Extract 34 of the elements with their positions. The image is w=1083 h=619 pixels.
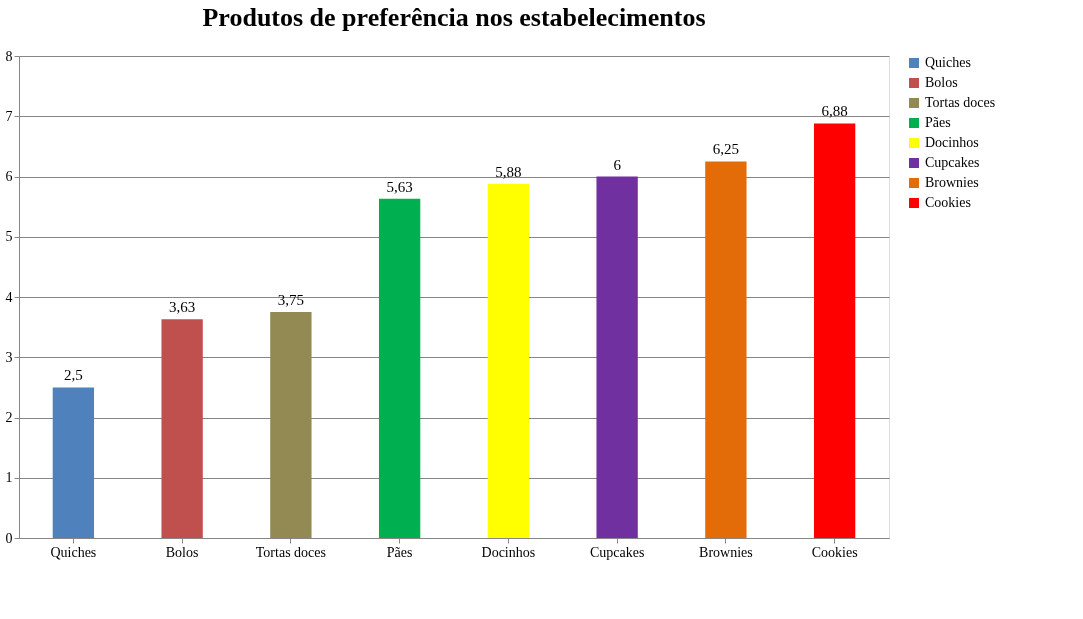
data-label: 2,5 xyxy=(64,367,83,384)
y-tick-label: 1 xyxy=(5,470,13,486)
y-tick-label: 4 xyxy=(5,289,13,305)
legend-label: Docinhos xyxy=(925,135,979,150)
x-tick-label: Docinhos xyxy=(481,544,536,560)
data-label: 5,63 xyxy=(386,178,413,195)
y-tick-label: 3 xyxy=(5,349,13,365)
data-label: 5,88 xyxy=(495,163,522,180)
legend-label: Brownies xyxy=(925,175,979,190)
chart-title: Produtos de preferência nos estabelecimentos xyxy=(202,3,706,32)
x-tick-label: Bolos xyxy=(165,544,199,560)
legend-label: Tortas doces xyxy=(925,95,996,110)
x-tick-label: Pães xyxy=(386,544,413,560)
y-tick-label: 2 xyxy=(5,410,13,425)
x-tick-label: Brownies xyxy=(699,544,753,560)
data-label: 3,75 xyxy=(277,292,304,309)
legend-label: Cupcakes xyxy=(925,155,980,170)
data-label: 6,88 xyxy=(821,103,848,120)
data-label: 6,25 xyxy=(712,141,739,158)
x-tick-label: Cupcakes xyxy=(589,544,645,560)
y-tick-label: 5 xyxy=(5,229,13,245)
legend-label: Quiches xyxy=(925,55,971,70)
legend-label: Cookies xyxy=(925,195,971,210)
x-tick-label: Tortas doces xyxy=(255,544,326,560)
y-tick-label: 8 xyxy=(5,48,13,64)
x-tick-label: Quiches xyxy=(50,544,97,560)
y-tick-label: 0 xyxy=(5,530,13,546)
data-label: 6 xyxy=(613,156,622,173)
x-tick-label: Cookies xyxy=(811,544,858,560)
y-tick-label: 6 xyxy=(5,169,13,184)
legend-label: Pães xyxy=(925,115,951,130)
y-tick-label: 7 xyxy=(5,108,13,124)
legend-label: Bolos xyxy=(925,75,958,90)
data-label: 3,63 xyxy=(169,299,196,316)
